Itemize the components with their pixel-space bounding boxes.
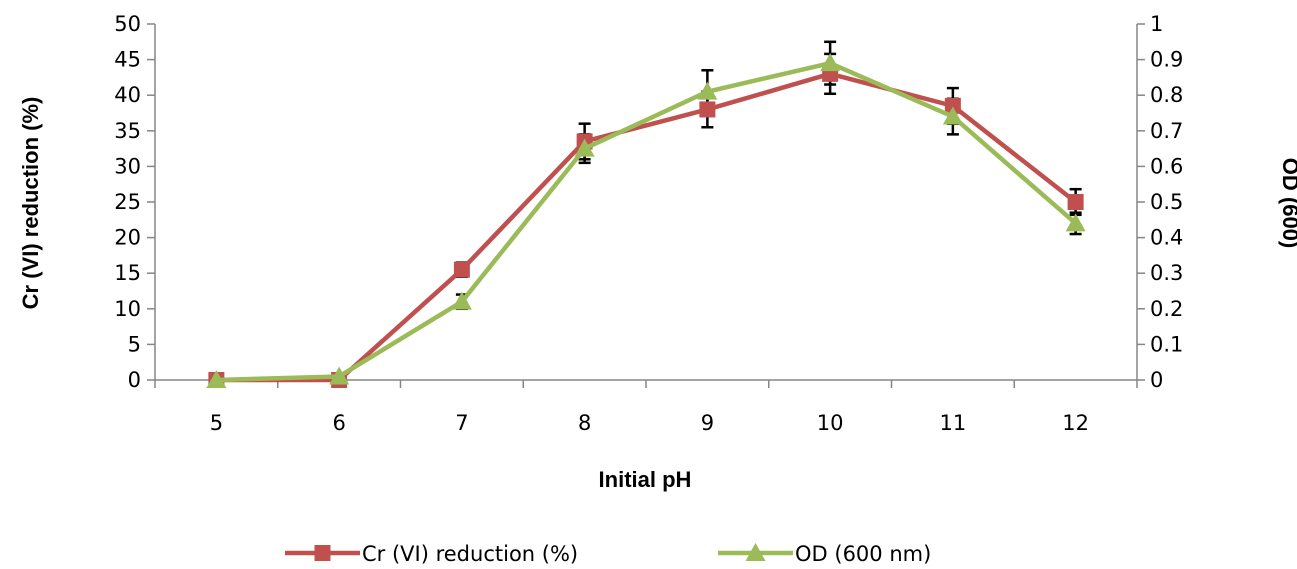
data-point [329,366,350,385]
y2-tick-label: 0.1 [1150,332,1183,356]
data-point [944,97,961,114]
data-point [820,53,841,72]
y-tick-label: 40 [114,83,141,107]
data-point [206,370,227,388]
series-line [216,60,1078,383]
y2-tick-label: 0 [1150,368,1163,392]
y2-tick-label: 0.9 [1150,48,1183,72]
y-tick-label: 45 [114,48,141,72]
x-tick-label: 5 [210,411,223,435]
x-tick-label: 7 [455,411,468,435]
y2-tick-label: 0.2 [1150,297,1183,321]
y2-tick-label: 0.6 [1150,154,1183,178]
data-series [206,53,1086,388]
legend: Cr (VI) reduction (%) OD (600 nm) [285,542,931,566]
x-axis-title: Initial pH [599,467,692,492]
y2-tick-label: 1 [1150,12,1163,36]
axes [147,23,1145,388]
legend-item-2: OD (600 nm) [718,542,931,566]
x-tick-label: 10 [817,411,844,435]
y-tick-label: 50 [114,12,141,36]
tick-labels: 0510152025303540455000.10.20.30.40.50.60… [114,12,1183,435]
y2-axis-title: OD (600) [1278,158,1297,248]
legend-item-1: Cr (VI) reduction (%) [285,542,578,566]
y2-tick-label: 0.7 [1150,119,1183,143]
x-tick-label: 11 [940,411,967,435]
y-tick-label: 25 [114,190,141,214]
y-tick-label: 5 [128,332,141,356]
y2-tick-label: 0.3 [1150,261,1183,285]
y2-tick-label: 0.5 [1150,190,1183,214]
y-tick-label: 20 [114,226,141,250]
legend-marker [314,545,331,561]
y-axis-title: Cr (VI) reduction (%) [18,97,43,310]
x-tick-label: 6 [332,411,345,435]
x-tick-label: 9 [701,411,714,435]
data-point [942,106,963,125]
data-point [1067,194,1084,210]
y-tick-label: 10 [114,297,141,321]
y2-tick-label: 0.8 [1150,83,1183,107]
y-tick-label: 15 [114,261,141,285]
x-tick-label: 8 [578,411,591,435]
y-tick-label: 35 [114,119,141,143]
series-2 [206,53,1086,388]
y-tick-label: 30 [114,154,141,178]
data-point [697,81,718,100]
y2-tick-label: 0.4 [1150,226,1183,250]
data-point [451,291,472,310]
legend-label: OD (600 nm) [795,542,931,566]
y-tick-label: 0 [128,368,141,392]
data-point [453,261,470,278]
legend-marker [745,543,766,561]
data-point [1065,213,1086,232]
legend-label: Cr (VI) reduction (%) [362,542,578,566]
data-point [699,101,716,118]
data-point [574,138,595,157]
x-tick-label: 12 [1062,411,1089,435]
